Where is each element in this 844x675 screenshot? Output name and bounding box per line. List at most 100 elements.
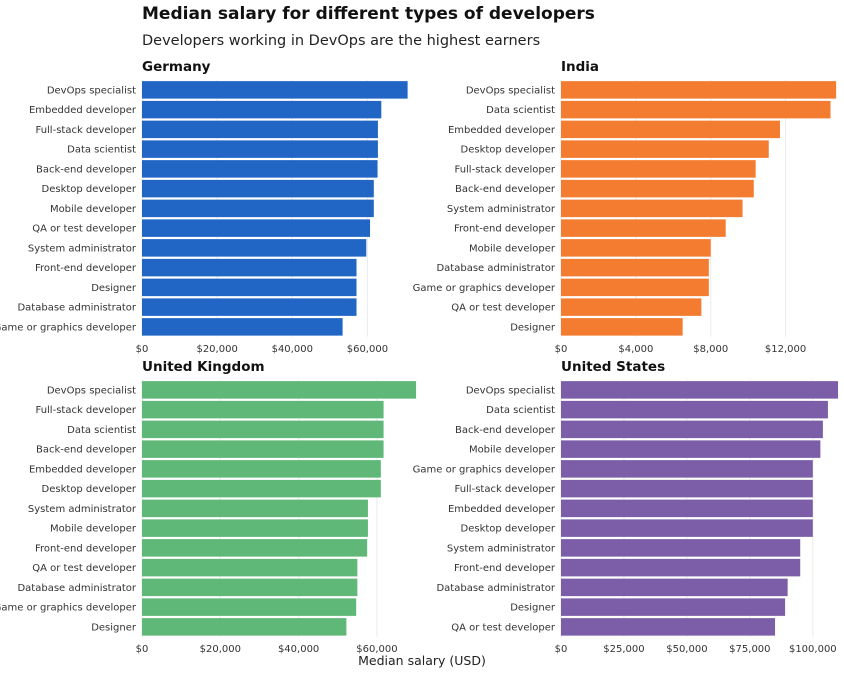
panel-title: United Kingdom xyxy=(142,359,265,375)
category-label: Front-end developer xyxy=(35,263,137,274)
category-label: Front-end developer xyxy=(35,543,137,554)
bar xyxy=(142,179,374,198)
bar xyxy=(561,499,813,518)
bar xyxy=(561,578,788,597)
category-label: Front-end developer xyxy=(454,563,556,574)
x-tick-label: $60,000 xyxy=(356,644,397,655)
bar xyxy=(561,258,709,277)
x-tick-label: $40,000 xyxy=(278,644,319,655)
category-label: QA or test developer xyxy=(32,563,137,574)
x-tick-label: $25,000 xyxy=(603,644,644,655)
category-label: Data scientist xyxy=(486,405,555,416)
category-label: Database administrator xyxy=(17,303,136,314)
bar xyxy=(142,440,384,458)
category-label: Back-end developer xyxy=(36,445,137,456)
category-label: System administrator xyxy=(447,204,556,215)
x-axis-label: Median salary (USD) xyxy=(358,653,486,668)
bar xyxy=(142,539,368,557)
category-label: Desktop developer xyxy=(461,524,556,535)
bar xyxy=(561,479,813,498)
category-label: Desktop developer xyxy=(42,184,137,195)
bar xyxy=(142,598,357,616)
bar xyxy=(142,400,384,419)
bar xyxy=(561,318,683,336)
chart-subtitle: Developers working in DevOps are the hig… xyxy=(142,33,541,49)
category-label: DevOps specialist xyxy=(47,385,136,396)
panel-united-kingdom: United Kingdom DevOps specialist Full-stac… xyxy=(0,359,417,655)
bar xyxy=(561,539,801,557)
x-tick-label: $75,000 xyxy=(729,644,770,655)
category-label: Embedded developer xyxy=(29,105,137,116)
panel-title: Germany xyxy=(142,59,211,75)
bar xyxy=(561,179,754,198)
x-tick-label: $0 xyxy=(136,644,149,655)
bar xyxy=(561,420,823,439)
category-label: Front-end developer xyxy=(454,224,556,235)
category-label: Database administrator xyxy=(17,583,136,594)
category-label: Data scientist xyxy=(67,145,136,156)
bar xyxy=(142,120,378,139)
category-label: DevOps specialist xyxy=(466,385,555,396)
x-tick-label: $60,000 xyxy=(347,344,388,355)
bar xyxy=(561,120,780,139)
bar xyxy=(561,160,756,178)
chart-title: Median salary for different types of dev… xyxy=(142,4,595,24)
category-label: Designer xyxy=(510,322,556,333)
bar xyxy=(561,519,813,537)
bar xyxy=(142,519,368,537)
bar xyxy=(142,558,358,577)
category-label: QA or test developer xyxy=(451,622,556,633)
x-tick-label: $0 xyxy=(555,644,568,655)
category-label: DevOps specialist xyxy=(466,85,555,96)
bar xyxy=(142,140,378,158)
panel-india: India DevOps specialist Data scientist Embe… xyxy=(413,59,837,355)
bar xyxy=(142,81,408,99)
bar xyxy=(561,199,743,218)
category-label: Data scientist xyxy=(67,425,136,436)
category-label: Desktop developer xyxy=(461,145,556,156)
category-label: Embedded developer xyxy=(29,464,137,475)
bar xyxy=(561,381,838,399)
x-tick-label: $40,000 xyxy=(272,344,313,355)
category-label: Embedded developer xyxy=(448,125,556,136)
bar xyxy=(142,219,371,237)
x-tick-label: $8,000 xyxy=(693,344,728,355)
category-label: Designer xyxy=(91,622,137,633)
x-tick-label: $12,000 xyxy=(765,344,806,355)
bar xyxy=(561,219,726,237)
category-label: Embedded developer xyxy=(448,504,556,515)
bar xyxy=(142,420,384,439)
bar xyxy=(561,239,711,257)
panel-title: United States xyxy=(561,359,665,375)
bar xyxy=(142,100,382,119)
bar xyxy=(142,618,347,636)
category-label: Data scientist xyxy=(486,105,555,116)
category-label: Desktop developer xyxy=(42,484,137,495)
x-tick-label: $0 xyxy=(555,344,568,355)
bar xyxy=(142,460,381,478)
x-tick-label: $50,000 xyxy=(666,644,707,655)
category-label: Designer xyxy=(510,603,556,614)
category-label: System administrator xyxy=(28,243,137,254)
panel-title: India xyxy=(561,59,599,75)
category-label: Game or graphics developer xyxy=(413,464,556,475)
category-label: QA or test developer xyxy=(451,303,556,314)
category-label: Back-end developer xyxy=(455,184,556,195)
bar xyxy=(561,558,801,577)
category-label: Game or graphics developer xyxy=(0,322,137,333)
category-label: Full-stack developer xyxy=(454,164,555,175)
bar xyxy=(142,298,357,316)
x-tick-label: $0 xyxy=(136,344,149,355)
bar xyxy=(142,278,357,297)
x-tick-label: $100,000 xyxy=(789,644,837,655)
category-label: Mobile developer xyxy=(50,204,137,215)
bar xyxy=(561,598,786,616)
panel-united-states: United States DevOps specialist Data scien… xyxy=(413,359,838,655)
bar xyxy=(561,278,709,297)
bar xyxy=(561,440,821,458)
category-label: Database administrator xyxy=(436,263,555,274)
bar xyxy=(142,199,374,218)
category-label: Back-end developer xyxy=(455,425,556,436)
category-label: Database administrator xyxy=(436,583,555,594)
